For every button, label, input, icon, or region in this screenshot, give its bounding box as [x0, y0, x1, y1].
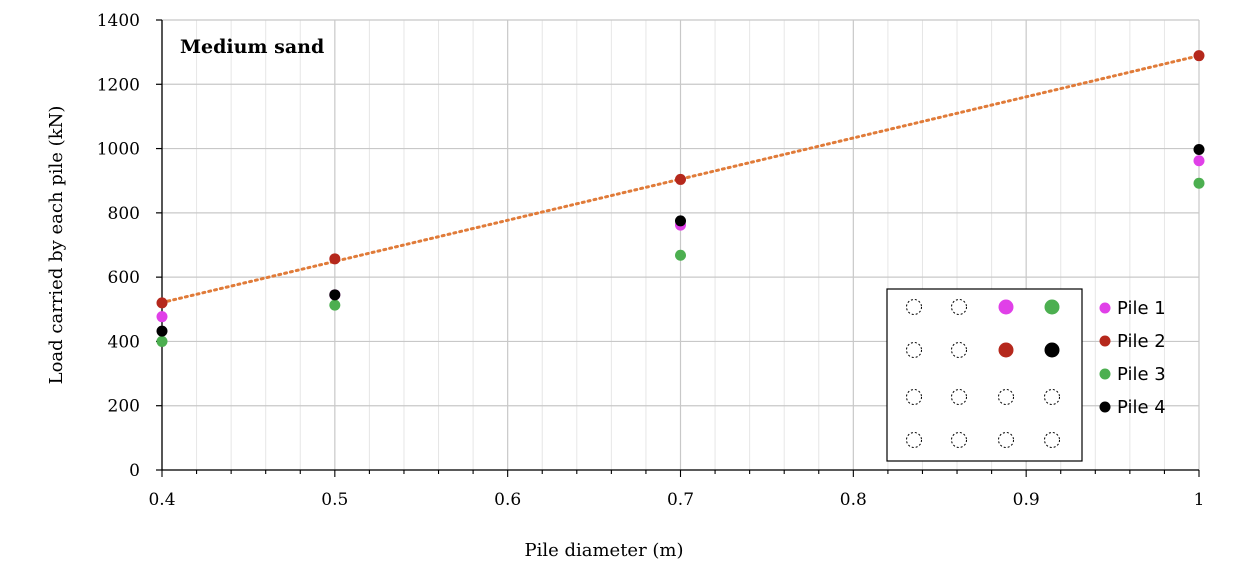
data-point-pile-1 [156, 311, 168, 323]
y-tick-label: 1000 [97, 140, 140, 160]
inset-pile-pile-1 [998, 299, 1014, 315]
x-tick-label: 0.8 [840, 490, 867, 510]
inset-pile-empty [998, 432, 1014, 448]
x-tick-label: 0.6 [494, 490, 521, 510]
data-point-pile-1 [1193, 155, 1205, 167]
inset-pile-empty [1044, 389, 1060, 405]
inset-pile-empty [906, 299, 922, 315]
data-point-pile-4 [329, 289, 341, 301]
y-tick-label: 400 [108, 332, 140, 352]
data-point-pile-4 [675, 215, 686, 227]
x-tick-label: 0.5 [321, 490, 348, 510]
data-point-pile-2 [1193, 50, 1205, 62]
y-tick-label: 600 [108, 268, 140, 288]
inset-pile-empty [1044, 432, 1060, 448]
x-tick-label: 1 [1194, 490, 1205, 510]
legend-marker-pile-1 [1099, 302, 1111, 314]
y-tick-label: 200 [108, 397, 140, 417]
y-tick-label: 1200 [97, 75, 140, 95]
inset-pile-pile-2 [998, 342, 1014, 358]
x-tick-label: 0.7 [667, 490, 694, 510]
data-point-pile-2 [156, 297, 168, 309]
y-tick-label: 0 [129, 461, 140, 481]
legend-marker-pile-4 [1099, 401, 1111, 413]
chart-annotation: Medium sand [180, 36, 324, 58]
data-point-pile-4 [1193, 144, 1205, 156]
x-tick-label: 0.4 [148, 490, 175, 510]
inset-pile-empty [906, 389, 922, 405]
legend-label-pile-4: Pile 4 [1117, 397, 1166, 418]
x-tick-label: 0.9 [1013, 490, 1040, 510]
data-points [156, 50, 1205, 347]
inset-pile-pile-3 [1044, 299, 1060, 315]
y-tick-label: 800 [108, 204, 140, 224]
inset-pile-empty [951, 432, 967, 448]
legend-label-pile-3: Pile 3 [1117, 364, 1166, 385]
data-point-pile-2 [329, 253, 341, 265]
y-tick-label: 1400 [97, 11, 140, 31]
inset-pile-empty [951, 299, 967, 315]
inset-pile-empty [951, 389, 967, 405]
legend-label-pile-1: Pile 1 [1117, 298, 1166, 319]
y-axis-title: Load carried by each pile (kN) [46, 106, 67, 385]
legend-marker-pile-3 [1099, 368, 1111, 380]
legend: Pile 1 Pile 2 Pile 3 Pile 4 [1099, 298, 1166, 418]
x-axis-title: Pile diameter (m) [524, 540, 683, 561]
inset-pile-empty [906, 432, 922, 448]
tick-labels: 0 200 400 600 800 1000 1200 1400 0.4 0.5 0.6 0.7 0.8… [97, 11, 1205, 510]
inset-box [886, 288, 1083, 462]
inset-pile-empty [951, 342, 967, 358]
inset-pile-pile-4 [1044, 342, 1060, 358]
inset-pile-empty [998, 389, 1014, 405]
axes [156, 19, 1200, 477]
legend-marker-pile-2 [1099, 335, 1111, 347]
data-point-pile-3 [329, 299, 341, 311]
legend-label-pile-2: Pile 2 [1117, 331, 1166, 352]
pile-layout-inset [886, 288, 1083, 462]
inset-pile-empty [906, 342, 922, 358]
data-point-pile-3 [156, 335, 168, 347]
data-point-pile-2 [675, 173, 686, 185]
data-point-pile-4 [156, 325, 168, 337]
data-point-pile-3 [675, 249, 686, 261]
data-point-pile-3 [1193, 177, 1205, 189]
